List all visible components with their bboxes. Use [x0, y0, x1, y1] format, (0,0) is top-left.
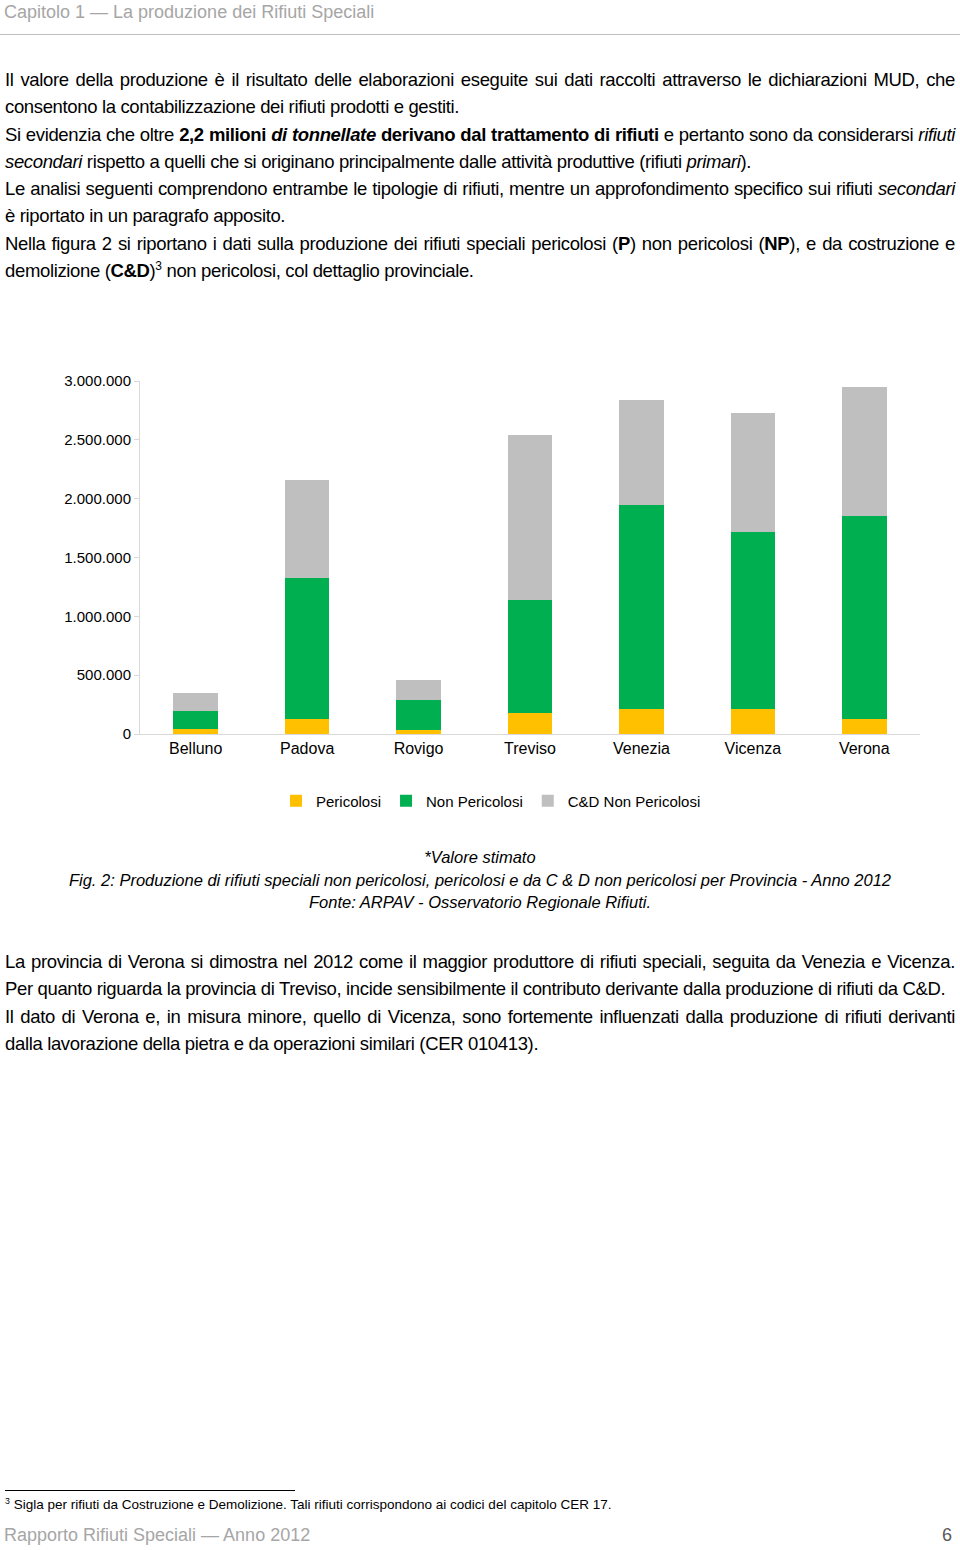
html-text:Il valore della produzione è i: Il valore della produzione è il risultat…	[5, 69, 955, 118]
html-text:Fonte: ARPAV - Osservatorio Re: Fonte: ARPAV - Osservatorio Regionale Ri…	[309, 893, 651, 911]
svg-text:500.000: 500.000	[77, 666, 131, 683]
html-text:è riportato in un paragrafo ap: è riportato in un paragrafo apposito.	[5, 205, 286, 227]
html-text:La provincia di Verona si dimo: La provincia di Verona si dimostra nel 2…	[5, 951, 955, 1000]
html-text:Nella figura 2 si riportano i: Nella figura 2 si riportano i dati sulla…	[5, 232, 955, 282]
svg-text:Treviso: Treviso	[504, 740, 556, 757]
svg-text:Verona: Verona	[839, 740, 890, 757]
svg-text:1.000.000: 1.000.000	[64, 608, 131, 625]
html-text:Il dato di Verona e, in misura: Il dato di Verona e, in misura minore, q…	[5, 1005, 955, 1054]
svg-text:3.000.000: 3.000.000	[64, 372, 131, 389]
svg-text:Padova: Padova	[280, 740, 334, 757]
svg-text:Rovigo: Rovigo	[394, 740, 444, 757]
svg-text:0: 0	[123, 725, 131, 742]
svg-text:Non Pericolosi: Non Pericolosi	[426, 793, 523, 810]
html-text:6: 6	[942, 1525, 952, 1545]
svg-text:2.500.000: 2.500.000	[64, 431, 131, 448]
svg-text:Vicenza: Vicenza	[725, 740, 782, 757]
svg-text:2.000.000: 2.000.000	[64, 490, 131, 507]
svg-text:Belluno: Belluno	[169, 740, 222, 757]
html-text:Rapporto Rifiuti Speciali — An: Rapporto Rifiuti Speciali — Anno 2012	[4, 1525, 311, 1545]
html-text:Si evidenzia che oltre 2,2 mil: Si evidenzia che oltre 2,2 milioni di to…	[5, 123, 955, 172]
html-text:Capitolo 1 — La produzione dei: Capitolo 1 — La produzione dei Rifiuti S…	[4, 2, 375, 22]
svg-text:C&D Non Pericolosi: C&D Non Pericolosi	[568, 793, 701, 810]
svg-text:Venezia: Venezia	[613, 740, 670, 757]
html-text:Le analisi seguenti comprendon: Le analisi seguenti comprendono entrambe…	[5, 178, 955, 200]
svg-text:Pericolosi: Pericolosi	[316, 793, 381, 810]
svg-text:1.500.000: 1.500.000	[64, 549, 131, 566]
html-text:Fig. 2: Produzione di rifiuti: Fig. 2: Produzione di rifiuti speciali n…	[69, 870, 891, 889]
html-text:*Valore stimato: *Valore stimato	[424, 848, 536, 866]
html-text:3Sigla per rifiuti da Costruzi: 3Sigla per rifiuti da Costruzione e Demo…	[5, 1495, 612, 1512]
